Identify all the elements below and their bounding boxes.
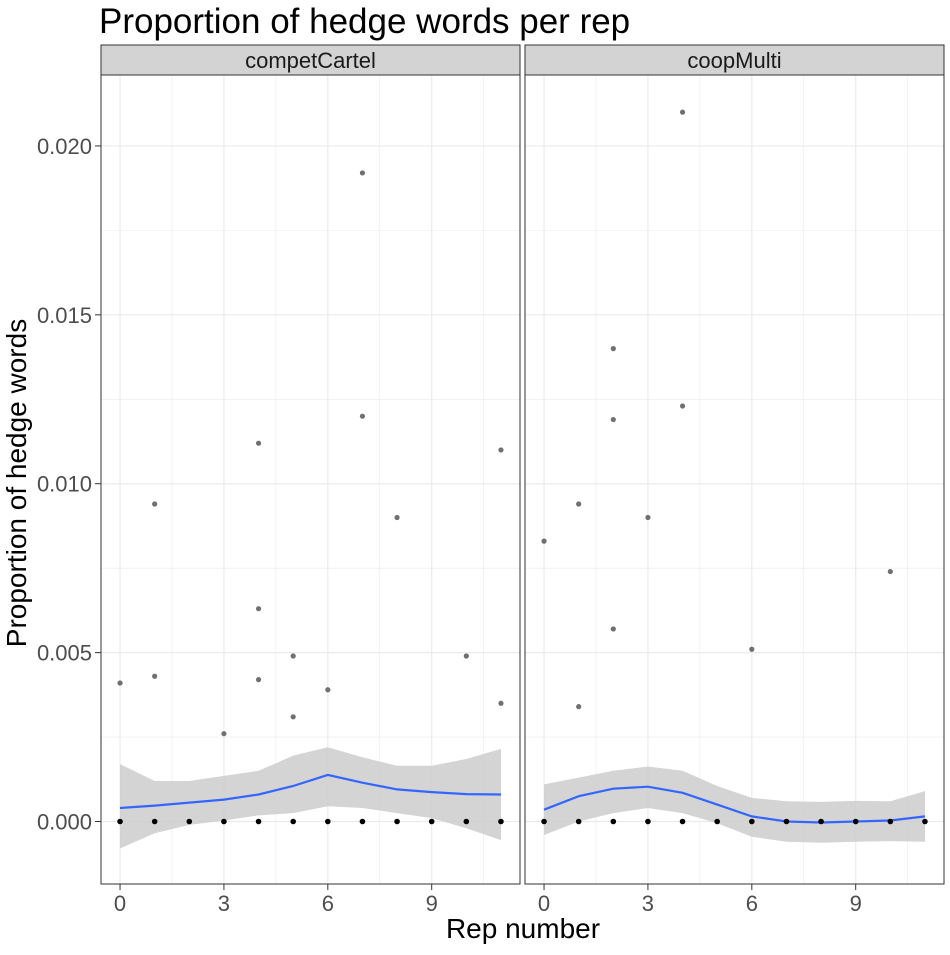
data-point (887, 568, 893, 575)
x-tick-label: 0 (114, 891, 126, 916)
data-point (394, 514, 400, 521)
data-point-zero (186, 818, 193, 825)
data-point (290, 714, 296, 720)
data-point (290, 653, 296, 659)
data-point (117, 680, 123, 686)
data-point-zero (749, 818, 755, 825)
facet-panel-coopMulti: coopMulti (524, 44, 945, 885)
data-point-zero (887, 818, 894, 825)
y-tick-label: 0.010 (37, 472, 92, 497)
y-axis-title: Proportion of hedge words (1, 319, 32, 647)
data-point-zero (221, 818, 227, 825)
data-point-zero (151, 818, 158, 825)
data-point-zero (325, 818, 331, 825)
facet-panel-competCartel: competCartel (100, 44, 521, 885)
x-tick-label: 9 (850, 891, 862, 916)
data-point (359, 413, 366, 419)
data-point-zero (117, 818, 123, 825)
data-point (576, 501, 582, 507)
x-tick-label: 6 (322, 891, 334, 916)
data-point (359, 170, 366, 176)
data-point (152, 673, 158, 679)
data-point-zero (290, 818, 296, 825)
smooth-trend-line (119, 773, 502, 810)
x-tick-label: 6 (746, 891, 758, 916)
data-point (152, 501, 158, 507)
facet-strip-label: coopMulti (687, 48, 781, 73)
data-point (221, 731, 227, 737)
data-point (255, 606, 262, 612)
data-point-zero (394, 818, 400, 825)
data-point-zero (645, 818, 651, 825)
data-point-zero (428, 818, 435, 825)
data-point-zero (818, 818, 824, 825)
data-point (610, 416, 616, 423)
data-point (498, 447, 504, 453)
data-point-zero (852, 818, 859, 825)
data-point (541, 538, 547, 544)
x-tick-label: 3 (642, 891, 654, 916)
confidence-ribbon (120, 747, 501, 849)
data-point (576, 704, 582, 710)
data-point-zero (541, 818, 547, 825)
data-point (679, 403, 686, 409)
facet-strip-label: competCartel (245, 48, 376, 73)
panel-background (101, 75, 520, 884)
data-point (645, 514, 651, 521)
data-point-zero (359, 818, 366, 825)
data-point-zero (575, 818, 582, 825)
data-point-zero (679, 818, 686, 825)
data-point-zero (714, 818, 720, 825)
confidence-ribbon (544, 766, 925, 843)
y-tick-label: 0.015 (37, 303, 92, 328)
chart-title: Proportion of hedge words per rep (99, 2, 630, 41)
y-tick-label: 0.005 (37, 641, 92, 666)
data-point (498, 700, 504, 706)
panel-background (525, 75, 944, 884)
data-point (255, 677, 262, 683)
x-tick-label: 0 (538, 891, 550, 916)
data-point (610, 346, 616, 352)
facet-strip (100, 44, 521, 76)
x-tick-label: 3 (218, 891, 230, 916)
data-point (679, 109, 686, 115)
data-point-zero (922, 818, 928, 825)
data-point-zero (498, 818, 504, 825)
data-point-zero (610, 818, 617, 825)
y-tick-label: 0.020 (37, 134, 92, 159)
data-point-zero (463, 818, 470, 825)
smooth-trend-line (543, 785, 926, 824)
x-tick-label: 9 (426, 891, 438, 916)
data-point (463, 653, 469, 659)
data-point (610, 626, 616, 632)
data-point (325, 687, 331, 693)
data-point (749, 646, 755, 652)
x-axis-title: Rep number (446, 913, 600, 944)
data-point-zero (255, 818, 262, 825)
data-point (255, 440, 262, 446)
facet-strip (524, 44, 945, 76)
y-tick-label: 0.000 (37, 810, 92, 835)
data-point-zero (783, 818, 790, 825)
